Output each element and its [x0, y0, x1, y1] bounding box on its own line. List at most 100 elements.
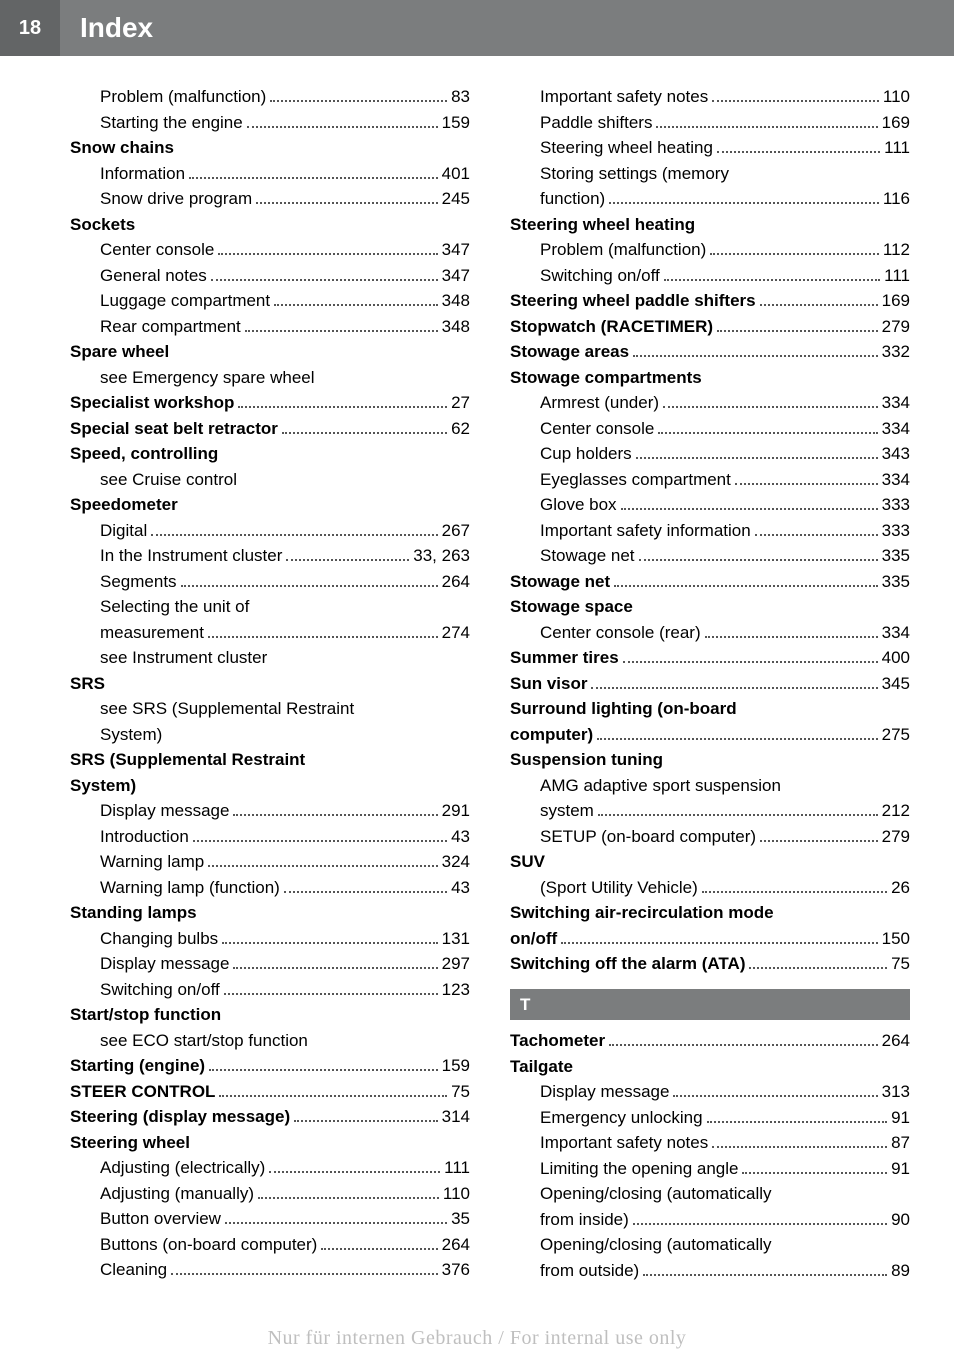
- leader-dots: [189, 177, 438, 179]
- index-entry: Eyeglasses compartment334: [510, 467, 910, 493]
- entry-page: 123: [442, 977, 470, 1003]
- index-see-ref: see ECO start/stop function: [70, 1028, 470, 1054]
- entry-page: 26: [891, 875, 910, 901]
- index-entry-cont: Opening/closing (automatically: [510, 1181, 910, 1207]
- entry-page: 279: [882, 314, 910, 340]
- entry-label: Limiting the opening angle: [540, 1156, 738, 1182]
- index-heading: Steering wheel: [70, 1130, 470, 1156]
- index-entry: In the Instrument cluster33, 263: [70, 543, 470, 569]
- entry-label: Center console: [540, 416, 654, 442]
- index-heading: Snow chains: [70, 135, 470, 161]
- entry-page: 335: [882, 569, 910, 595]
- entry-page: 159: [442, 1053, 470, 1079]
- entry-page: 62: [451, 416, 470, 442]
- index-entry: Introduction 43: [70, 824, 470, 850]
- leader-dots: [597, 738, 878, 740]
- entry-page: 112: [883, 237, 910, 263]
- entry-label: Changing bulbs: [100, 926, 218, 952]
- index-entry: function)116: [510, 186, 910, 212]
- entry-label: Important safety information: [540, 518, 751, 544]
- entry-page: 110: [443, 1181, 470, 1207]
- entry-label: General notes: [100, 263, 207, 289]
- leader-dots: [735, 483, 878, 485]
- index-entry: Problem (malfunction) 83: [70, 84, 470, 110]
- entry-label: Stowage net: [540, 543, 635, 569]
- index-heading: Standing lamps: [70, 900, 470, 926]
- index-heading: Suspension tuning: [510, 747, 910, 773]
- entry-label: Center console (rear): [540, 620, 701, 646]
- entry-label: Special seat belt retractor: [70, 416, 278, 442]
- entry-label: Tachometer: [510, 1028, 605, 1054]
- entry-label: Paddle shifters: [540, 110, 652, 136]
- entry-page: 150: [882, 926, 910, 952]
- entry-page: 75: [451, 1079, 470, 1105]
- leader-dots: [717, 330, 878, 332]
- index-entry: Digital267: [70, 518, 470, 544]
- page-header: 18 Index: [0, 0, 954, 56]
- entry-page: 274: [442, 620, 470, 646]
- index-entry: system212: [510, 798, 910, 824]
- index-see-ref: System): [70, 722, 470, 748]
- entry-page: 401: [442, 161, 470, 187]
- index-entry: computer)275: [510, 722, 910, 748]
- leader-dots: [218, 253, 437, 255]
- entry-label: Introduction: [100, 824, 189, 850]
- leader-dots: [633, 1223, 887, 1225]
- index-entry: Starting the engine159: [70, 110, 470, 136]
- leader-dots: [609, 1044, 878, 1046]
- leader-dots: [639, 559, 878, 561]
- index-entry: Important safety notes87: [510, 1130, 910, 1156]
- index-entry: from inside)90: [510, 1207, 910, 1233]
- entry-page: 90: [891, 1207, 910, 1233]
- index-entry: Limiting the opening angle91: [510, 1156, 910, 1182]
- entry-label: Steering wheel paddle shifters: [510, 288, 756, 314]
- index-entry: Warning lamp324: [70, 849, 470, 875]
- entry-label: SETUP (on-board computer): [540, 824, 756, 850]
- index-entry: Sun visor345: [510, 671, 910, 697]
- index-entry: Switching on/off123: [70, 977, 470, 1003]
- index-entry: Display message291: [70, 798, 470, 824]
- section-letter-t: T: [510, 989, 910, 1021]
- index-entry: SETUP (on-board computer)279: [510, 824, 910, 850]
- entry-page: 83: [451, 84, 470, 110]
- entry-page: 297: [442, 951, 470, 977]
- entry-label: Eyeglasses compartment: [540, 467, 731, 493]
- index-entry: Emergency unlocking91: [510, 1105, 910, 1131]
- header-title: Index: [80, 12, 153, 44]
- leader-dots: [591, 687, 877, 689]
- leader-dots: [755, 534, 878, 536]
- index-entry: Buttons (on-board computer)264: [70, 1232, 470, 1258]
- entry-label: Problem (malfunction): [540, 237, 706, 263]
- leader-dots: [211, 279, 438, 281]
- page-number: 18: [0, 0, 60, 56]
- leader-dots: [702, 891, 887, 893]
- index-entry-cont: Storing settings (memory: [510, 161, 910, 187]
- leader-dots: [233, 814, 437, 816]
- leader-dots: [623, 661, 878, 663]
- entry-label: computer): [510, 722, 593, 748]
- entry-label: Emergency unlocking: [540, 1105, 703, 1131]
- index-heading: SUV: [510, 849, 910, 875]
- index-entry: from outside)89: [510, 1258, 910, 1284]
- index-entry: measurement274: [70, 620, 470, 646]
- entry-label: Button overview: [100, 1206, 221, 1232]
- entry-page: 343: [882, 441, 910, 467]
- index-entry: on/off150: [510, 926, 910, 952]
- index-entry: Steering (display message)314: [70, 1104, 470, 1130]
- index-entry-cont: Selecting the unit of: [70, 594, 470, 620]
- entry-page: 159: [442, 110, 470, 136]
- leader-dots: [225, 1222, 447, 1224]
- entry-page: 43: [451, 824, 470, 850]
- entry-label: Problem (malfunction): [100, 84, 266, 110]
- entry-label: Warning lamp: [100, 849, 204, 875]
- leader-dots: [151, 534, 437, 536]
- index-entry: Information401: [70, 161, 470, 187]
- entry-page: 334: [882, 620, 910, 646]
- right-column: Important safety notes110 Paddle shifter…: [510, 84, 910, 1283]
- index-entry: Cup holders343: [510, 441, 910, 467]
- entry-page: 89: [891, 1258, 910, 1284]
- entry-label: STEER CONTROL: [70, 1079, 215, 1105]
- entry-page: 333: [882, 492, 910, 518]
- index-entry: Problem (malfunction) 112: [510, 237, 910, 263]
- leader-dots: [238, 406, 447, 408]
